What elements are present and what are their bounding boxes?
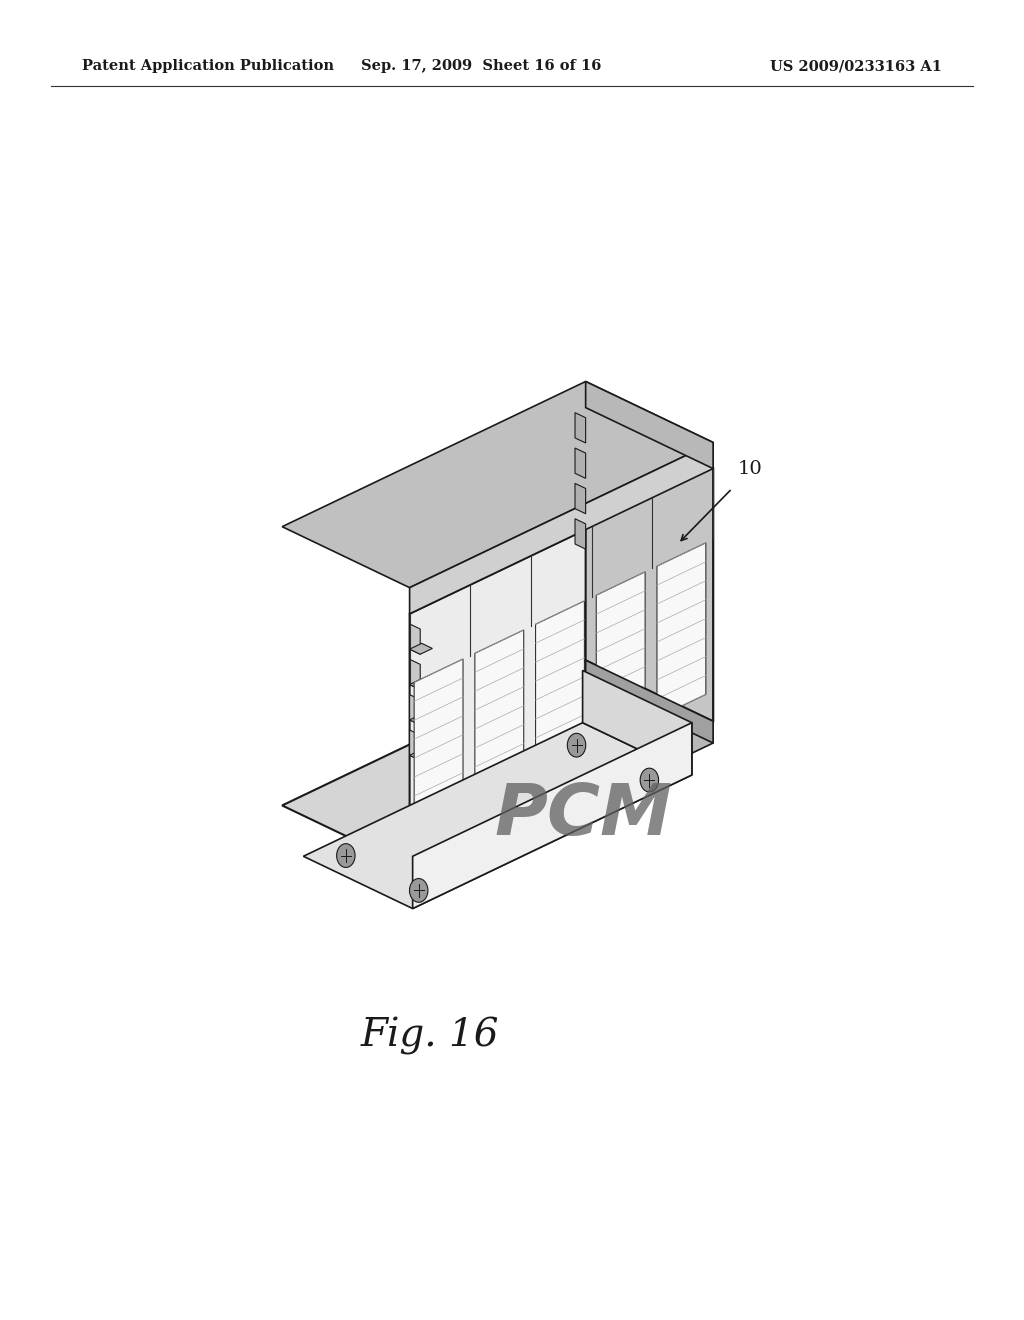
Circle shape bbox=[640, 768, 658, 792]
Polygon shape bbox=[283, 381, 713, 587]
Polygon shape bbox=[596, 572, 645, 747]
Polygon shape bbox=[410, 643, 432, 655]
Polygon shape bbox=[410, 442, 713, 614]
Circle shape bbox=[410, 879, 428, 903]
Polygon shape bbox=[410, 469, 713, 866]
Circle shape bbox=[567, 734, 586, 758]
Text: 10: 10 bbox=[737, 459, 762, 478]
Text: US 2009/0233163 A1: US 2009/0233163 A1 bbox=[770, 59, 942, 74]
Polygon shape bbox=[652, 734, 677, 758]
Polygon shape bbox=[586, 408, 713, 721]
Circle shape bbox=[337, 843, 355, 867]
Polygon shape bbox=[575, 413, 586, 444]
Polygon shape bbox=[475, 630, 523, 805]
Polygon shape bbox=[410, 624, 420, 655]
Polygon shape bbox=[470, 821, 495, 845]
Polygon shape bbox=[531, 792, 555, 816]
Polygon shape bbox=[592, 763, 616, 787]
Polygon shape bbox=[410, 850, 434, 874]
Polygon shape bbox=[657, 543, 706, 718]
Text: Sep. 17, 2009  Sheet 16 of 16: Sep. 17, 2009 Sheet 16 of 16 bbox=[361, 59, 601, 74]
Polygon shape bbox=[575, 483, 586, 513]
Polygon shape bbox=[410, 678, 432, 689]
Polygon shape bbox=[583, 671, 692, 775]
Polygon shape bbox=[575, 519, 586, 549]
Polygon shape bbox=[413, 722, 692, 908]
Text: PCM: PCM bbox=[494, 781, 672, 850]
Polygon shape bbox=[410, 750, 432, 760]
Polygon shape bbox=[414, 659, 463, 834]
Polygon shape bbox=[410, 721, 713, 888]
Text: Patent Application Publication: Patent Application Publication bbox=[82, 59, 334, 74]
Polygon shape bbox=[410, 730, 420, 760]
Polygon shape bbox=[303, 722, 692, 908]
Polygon shape bbox=[586, 381, 713, 469]
Polygon shape bbox=[536, 601, 585, 776]
Text: Fig. 16: Fig. 16 bbox=[360, 1018, 500, 1055]
Polygon shape bbox=[575, 447, 586, 478]
Polygon shape bbox=[586, 660, 713, 743]
Polygon shape bbox=[283, 660, 713, 866]
Polygon shape bbox=[410, 659, 420, 689]
Polygon shape bbox=[410, 694, 420, 725]
Polygon shape bbox=[410, 714, 432, 725]
